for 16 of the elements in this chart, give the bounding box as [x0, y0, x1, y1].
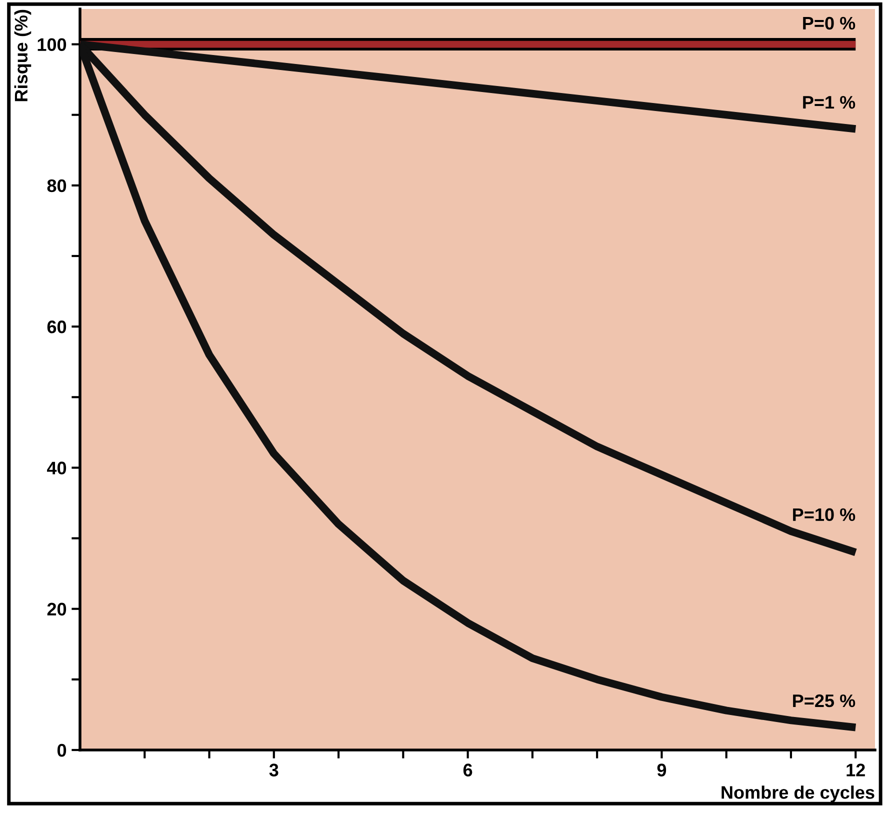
x-tick-label: 12 [846, 764, 865, 776]
y-tick-label: 0 [57, 744, 66, 757]
y-tick-label: 60 [47, 320, 66, 334]
y-tick-label: 20 [47, 602, 66, 616]
y-axis-title: Risque (%) [14, 10, 32, 102]
x-tick-label: 3 [269, 764, 278, 776]
y-tick-label: 100 [38, 38, 66, 52]
x-axis-title: Nombre de cycles [722, 786, 874, 802]
x-tick-label: 9 [657, 764, 666, 776]
series-label: P=1 % [803, 96, 856, 109]
y-tick-label: 40 [47, 462, 66, 474]
series-label: P=25 % [793, 694, 856, 708]
series-label: P=10 % [793, 508, 856, 522]
y-tick-label: 80 [47, 179, 66, 192]
x-tick-label: 6 [463, 764, 472, 776]
series-label: P=0 % [803, 16, 856, 30]
